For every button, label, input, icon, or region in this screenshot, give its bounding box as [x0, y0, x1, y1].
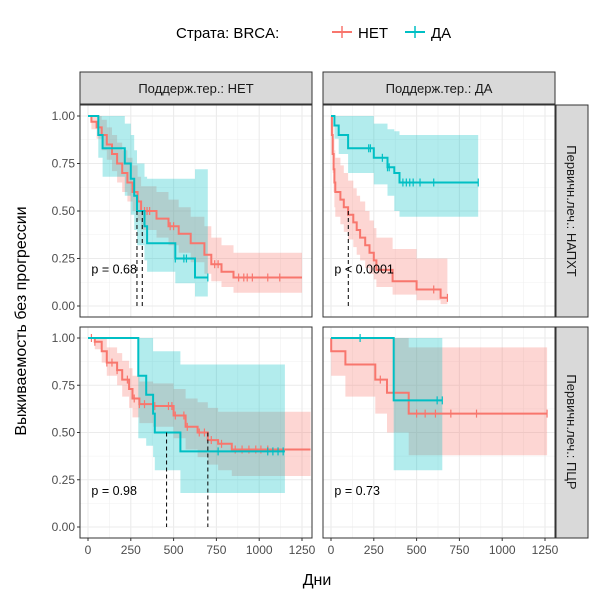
panel-1-1: p = 0.73 0 250 500 750 1000 1250	[322, 326, 559, 557]
panel-border	[322, 104, 556, 318]
y-tick-label: 0.50	[52, 204, 76, 218]
y-tick-label: 1.00	[52, 331, 76, 345]
panel-0-1: p < 0.0001	[322, 104, 556, 318]
y-tick-label: 0.25	[52, 473, 76, 487]
y-tick-label: 0.25	[52, 252, 76, 266]
ci-band-НЕТ	[331, 338, 548, 456]
ci-band-НЕТ	[88, 338, 311, 476]
legend: Страта: BRCA: НЕТ ДА	[176, 25, 451, 42]
panel-1-0: p = 0.98 0.00 0.25 0.50 0.75 1.00 0 250 500 750 10…	[52, 326, 316, 557]
survival-curve-НЕТ	[330, 115, 448, 299]
legend-key-da	[405, 26, 425, 38]
panel-border	[322, 326, 556, 539]
panel-0-0: p = 0.68 0.00 0.25 0.50 0.75 1.00	[52, 104, 313, 318]
survival-curve-ДА	[88, 337, 285, 453]
ci-band-ДА	[331, 116, 479, 217]
x-tick-label: 1000	[246, 543, 273, 557]
legend-title: Страта: BRCA:	[176, 25, 279, 42]
x-axis-title: Дни	[303, 572, 332, 589]
col-strip-1: Поддерж.тер.: ДА	[386, 81, 493, 96]
p-value: p = 0.68	[91, 263, 137, 277]
survival-curve-НЕТ	[330, 337, 548, 415]
y-tick-label: 0.00	[52, 520, 76, 534]
y-tick-label: 0.00	[52, 299, 76, 313]
x-tick-label: 0	[328, 543, 335, 557]
survival-curve-ДА	[88, 115, 208, 279]
ci-band-НЕТ	[331, 116, 448, 305]
legend-label-da: ДА	[431, 25, 451, 42]
p-value: p < 0.0001	[334, 263, 393, 277]
row-strip-0: Первичн.леч.: НАПХТ	[564, 145, 579, 276]
p-value: p = 0.73	[334, 484, 380, 498]
ci-band-НЕТ	[88, 116, 302, 293]
ci-band-ДА	[331, 338, 443, 471]
y-tick-label: 0.75	[52, 157, 76, 171]
x-tick-label: 500	[407, 543, 427, 557]
row-strip-1: Первичн.леч.: ПЦР	[564, 374, 579, 489]
x-tick-label: 500	[164, 543, 184, 557]
x-tick-label: 750	[449, 543, 469, 557]
legend-key-net	[332, 26, 352, 38]
col-strip-0: Поддерж.тер.: НЕТ	[138, 81, 253, 96]
x-tick-label: 250	[364, 543, 384, 557]
y-tick-label: 0.50	[52, 426, 76, 440]
y-axis-title: Выживаемость без прогрессии	[13, 206, 30, 435]
survival-curve-ДА	[331, 337, 443, 402]
p-value: p = 0.98	[91, 484, 137, 498]
x-tick-label: 1000	[489, 543, 516, 557]
x-tick-label: 1250	[289, 543, 316, 557]
x-tick-label: 0	[85, 543, 92, 557]
x-tick-label: 1250	[532, 543, 559, 557]
y-tick-label: 0.75	[52, 378, 76, 392]
x-tick-label: 750	[206, 543, 226, 557]
x-tick-label: 250	[121, 543, 141, 557]
legend-label-net: НЕТ	[358, 25, 388, 42]
y-tick-label: 1.00	[52, 109, 76, 123]
survival-curve-ДА	[331, 115, 479, 184]
